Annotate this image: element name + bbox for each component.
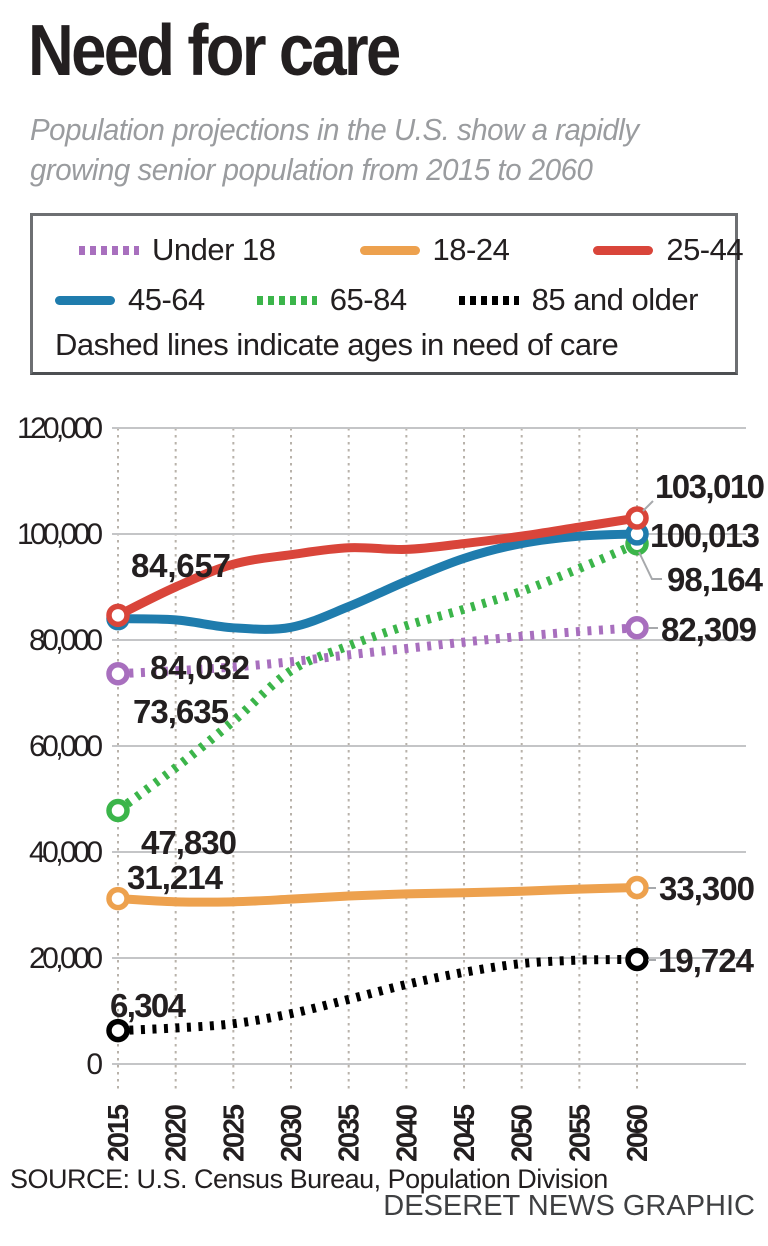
legend-item-25-44: 25-44 (593, 232, 744, 268)
end-value-label: 19,724 (658, 942, 755, 979)
x-axis-label: 2055 (564, 1104, 596, 1162)
data-point-marker (625, 506, 649, 530)
data-point-marker (625, 875, 649, 900)
data-point-marker (106, 661, 130, 686)
x-axis-label: 2020 (161, 1104, 193, 1162)
y-axis-label: 20,000 (29, 942, 103, 975)
page-title: Need for care (28, 11, 401, 91)
end-value-label: 100,013 (650, 517, 760, 554)
y-axis-label: 60,000 (29, 730, 103, 763)
start-value-label: 73,635 (133, 693, 229, 730)
legend-label: 85 and older (531, 282, 699, 317)
under-18-dashed-swatch (79, 245, 139, 255)
85-older-dashed-swatch (458, 295, 519, 305)
legend-label: 45-64 (128, 282, 205, 317)
x-axis-label: 2040 (391, 1104, 423, 1162)
line-chart: 0 20,000 40,000 60,000 80,000 100,000 120,000 2… (0, 405, 768, 1168)
x-axis-label: 2025 (218, 1104, 250, 1162)
legend-item-under-18: Under 18 (79, 232, 276, 268)
series-line-5 (117, 954, 638, 1036)
x-axis-label: 2060 (622, 1104, 654, 1162)
legend-label: 18-24 (432, 232, 510, 267)
label-leader-line (642, 500, 654, 512)
legend-item-85-older: 85 and older (458, 282, 699, 318)
label-leader-line (638, 551, 662, 580)
credit-line: DESERET NEWS GRAPHIC (383, 1190, 755, 1222)
legend-label: 25-44 (666, 232, 744, 267)
series-line-1 (113, 883, 642, 907)
end-value-label: 33,300 (659, 870, 755, 907)
x-axis-label: 2035 (334, 1104, 366, 1162)
65-84-dashed-swatch (256, 295, 317, 305)
start-value-label: 84,657 (131, 547, 231, 584)
legend-box: Under 18 18-24 25-44 45-64 65-84 85 (30, 213, 744, 375)
start-value-label: 6,304 (110, 987, 187, 1024)
x-axis-label: 2015 (103, 1104, 135, 1162)
y-axis-label: 120,000 (17, 412, 103, 445)
y-axis-label: 40,000 (29, 836, 103, 869)
18-24-solid-swatch (359, 245, 420, 255)
data-point-marker (106, 1018, 130, 1043)
subtitle-line-1: Population projections in the U.S. show … (30, 112, 639, 147)
y-axis-label: 80,000 (29, 624, 103, 657)
start-value-label: 31,214 (127, 859, 224, 896)
25-44-solid-swatch (593, 245, 654, 255)
legend-label: 65-84 (329, 282, 407, 317)
data-point-marker (106, 603, 130, 628)
end-value-label: 103,010 (655, 468, 765, 505)
data-point-marker (106, 886, 130, 911)
start-value-label: 84,032 (150, 649, 250, 686)
data-point-marker (106, 798, 130, 823)
data-point-marker (625, 616, 649, 640)
45-64-solid-swatch (55, 295, 115, 305)
chart-canvas: 0 20,000 40,000 60,000 80,000 100,000 120,000 2… (17, 412, 765, 1162)
series-line-2 (113, 513, 642, 620)
data-point-marker (625, 947, 649, 972)
legend-label: Under 18 (152, 232, 276, 267)
legend-note: Dashed lines indicate ages in need of ca… (55, 327, 619, 362)
end-value-label: 82,309 (661, 611, 757, 648)
legend-item-45-64: 45-64 (55, 282, 205, 318)
x-axis-label: 2030 (276, 1104, 308, 1162)
y-axis-label: 100,000 (17, 518, 103, 551)
x-axis-label: 2045 (449, 1104, 481, 1162)
y-axis-label: 0 (86, 1048, 103, 1081)
x-axis-label: 2050 (507, 1104, 539, 1162)
legend-row-1: Under 18 18-24 25-44 (79, 232, 744, 268)
subtitle: Population projections in the U.S. show … (30, 110, 639, 190)
source-line: SOURCE: U.S. Census Bureau, Population D… (10, 1164, 608, 1194)
legend-item-65-84: 65-84 (256, 282, 407, 318)
end-value-label: 98,164 (667, 561, 764, 598)
start-value-label: 47,830 (141, 824, 237, 861)
subtitle-line-2: growing senior population from 2015 to 2… (30, 152, 593, 187)
legend-item-18-24: 18-24 (359, 232, 510, 268)
series-line-3 (113, 529, 642, 634)
legend-row-2: 45-64 65-84 85 and older (55, 282, 735, 318)
